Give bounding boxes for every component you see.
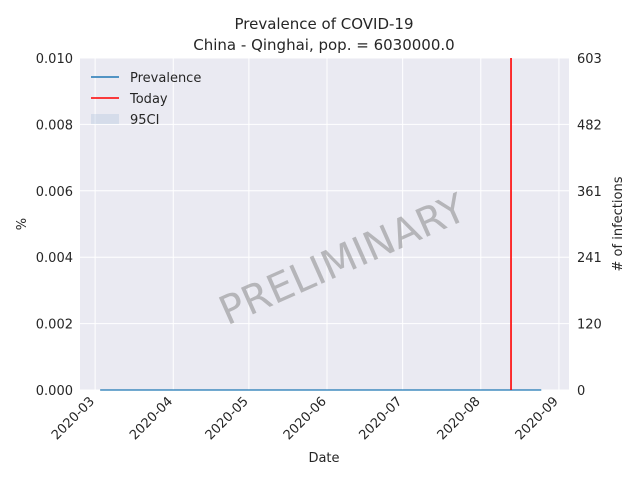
x-axis-ticks: 2020-03 2020-04 2020-05 2020-06 2020-07 2020-… [49, 394, 562, 443]
x-tick-label: 2020-06 [281, 394, 330, 443]
legend-label-ci: 95CI [130, 113, 159, 128]
y-tick-label: 0.004 [36, 251, 73, 266]
x-tick-label: 2020-09 [513, 394, 562, 443]
y-axis-label: % [15, 218, 30, 230]
y2-tick-label: 241 [577, 251, 602, 266]
y2-tick-label: 482 [577, 118, 602, 133]
x-tick-label: 2020-04 [127, 394, 176, 443]
y-axis-ticks: 0.000 0.002 0.004 0.006 0.008 0.010 [36, 52, 73, 399]
y-tick-label: 0.008 [36, 118, 73, 133]
y2-axis-label: # of infections [611, 176, 626, 271]
legend-swatch-ci [91, 114, 119, 124]
x-tick-label: 2020-05 [203, 394, 252, 443]
legend-label-today: Today [129, 92, 168, 107]
x-axis-label: Date [308, 451, 339, 466]
x-tick-label: 2020-08 [435, 394, 484, 443]
y-tick-label: 0.002 [36, 318, 73, 333]
y2-tick-label: 120 [577, 318, 602, 333]
y-tick-label: 0.010 [36, 52, 73, 67]
chart-title: Prevalence of COVID-19 [234, 15, 413, 33]
legend: Prevalence Today 95CI [91, 71, 201, 128]
y-tick-label: 0.006 [36, 185, 73, 200]
plot-area [80, 58, 569, 390]
y2-axis-ticks: 0 120 241 361 482 603 [577, 52, 602, 399]
chart-subtitle: China - Qinghai, pop. = 6030000.0 [193, 36, 454, 54]
legend-label-prevalence: Prevalence [130, 71, 201, 86]
x-tick-label: 2020-07 [356, 394, 405, 443]
x-tick-label: 2020-03 [49, 394, 98, 443]
y2-tick-label: 603 [577, 52, 602, 67]
y-tick-label: 0.000 [36, 384, 73, 399]
y2-tick-label: 361 [577, 185, 602, 200]
y2-tick-label: 0 [577, 384, 585, 399]
grid [80, 57, 569, 391]
